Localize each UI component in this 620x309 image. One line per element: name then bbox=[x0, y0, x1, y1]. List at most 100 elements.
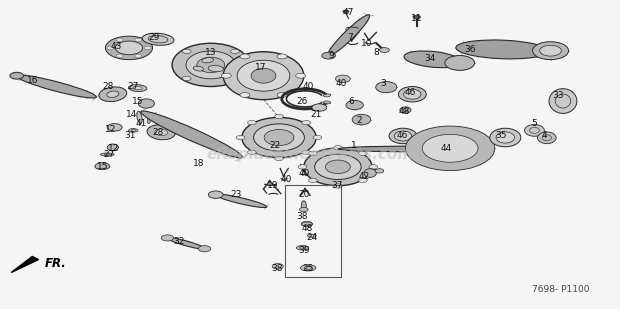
Circle shape bbox=[272, 264, 283, 269]
Text: 32: 32 bbox=[173, 236, 184, 246]
Circle shape bbox=[334, 184, 342, 188]
Text: 15: 15 bbox=[97, 162, 108, 171]
Ellipse shape bbox=[326, 160, 350, 174]
Ellipse shape bbox=[301, 201, 306, 210]
Ellipse shape bbox=[138, 99, 154, 108]
Ellipse shape bbox=[107, 144, 118, 151]
Text: 40: 40 bbox=[303, 82, 314, 91]
Circle shape bbox=[236, 135, 245, 140]
Text: FR.: FR. bbox=[45, 257, 66, 270]
Circle shape bbox=[296, 73, 306, 78]
Text: 40: 40 bbox=[298, 168, 309, 178]
Circle shape bbox=[182, 49, 191, 53]
Ellipse shape bbox=[186, 51, 236, 79]
Ellipse shape bbox=[405, 126, 495, 171]
Ellipse shape bbox=[404, 51, 461, 68]
Circle shape bbox=[309, 151, 317, 155]
Text: 38: 38 bbox=[296, 212, 308, 221]
Text: 36: 36 bbox=[464, 45, 476, 54]
Ellipse shape bbox=[147, 125, 175, 140]
Circle shape bbox=[247, 121, 256, 125]
Ellipse shape bbox=[389, 128, 417, 144]
Ellipse shape bbox=[208, 66, 223, 72]
Ellipse shape bbox=[538, 132, 556, 144]
Text: 33: 33 bbox=[552, 91, 564, 100]
Text: 25: 25 bbox=[303, 264, 314, 273]
Circle shape bbox=[117, 38, 123, 41]
Ellipse shape bbox=[308, 234, 316, 237]
Text: 15: 15 bbox=[132, 97, 143, 107]
Circle shape bbox=[107, 46, 113, 49]
Text: 5: 5 bbox=[531, 119, 538, 128]
Ellipse shape bbox=[172, 43, 249, 87]
Ellipse shape bbox=[322, 52, 335, 59]
Ellipse shape bbox=[223, 52, 304, 100]
Circle shape bbox=[135, 38, 141, 41]
Text: 14: 14 bbox=[126, 110, 138, 119]
Circle shape bbox=[358, 178, 367, 183]
Circle shape bbox=[299, 207, 308, 212]
Text: 1: 1 bbox=[351, 141, 357, 150]
Text: 27: 27 bbox=[104, 150, 115, 159]
Text: 21: 21 bbox=[311, 110, 322, 119]
Ellipse shape bbox=[324, 94, 331, 97]
Text: 19: 19 bbox=[267, 181, 278, 190]
Text: 10: 10 bbox=[361, 39, 372, 48]
Text: 6: 6 bbox=[348, 97, 355, 107]
Text: 48: 48 bbox=[399, 107, 410, 116]
Text: 16: 16 bbox=[27, 76, 38, 85]
Circle shape bbox=[335, 75, 350, 83]
Circle shape bbox=[247, 150, 256, 154]
Text: eReplacementParts.com: eReplacementParts.com bbox=[206, 147, 414, 162]
Ellipse shape bbox=[147, 117, 150, 124]
Ellipse shape bbox=[338, 146, 484, 152]
Text: 24: 24 bbox=[306, 233, 317, 243]
Text: 20: 20 bbox=[298, 190, 309, 199]
Ellipse shape bbox=[105, 36, 153, 60]
Polygon shape bbox=[11, 256, 38, 273]
Circle shape bbox=[144, 46, 151, 49]
Ellipse shape bbox=[456, 40, 549, 59]
Ellipse shape bbox=[254, 124, 304, 151]
Text: 7698- P1100: 7698- P1100 bbox=[533, 285, 590, 294]
Circle shape bbox=[182, 76, 191, 81]
Text: 4: 4 bbox=[541, 131, 547, 141]
Circle shape bbox=[221, 73, 231, 78]
Circle shape bbox=[302, 150, 311, 154]
Ellipse shape bbox=[496, 132, 515, 143]
Text: 37: 37 bbox=[331, 181, 342, 190]
Ellipse shape bbox=[137, 111, 142, 124]
Ellipse shape bbox=[400, 107, 411, 113]
Text: 46: 46 bbox=[396, 131, 407, 141]
Ellipse shape bbox=[352, 114, 371, 125]
Ellipse shape bbox=[242, 117, 316, 158]
Ellipse shape bbox=[445, 56, 474, 70]
Circle shape bbox=[240, 54, 250, 59]
Circle shape bbox=[231, 49, 239, 53]
Ellipse shape bbox=[315, 154, 361, 180]
Text: 23: 23 bbox=[230, 190, 241, 199]
Text: 28: 28 bbox=[153, 128, 164, 138]
Text: 31: 31 bbox=[125, 131, 136, 141]
Ellipse shape bbox=[304, 148, 372, 186]
Text: 41: 41 bbox=[136, 119, 147, 128]
Ellipse shape bbox=[155, 129, 167, 136]
Text: 39: 39 bbox=[298, 246, 309, 255]
Text: 9: 9 bbox=[329, 51, 335, 60]
Ellipse shape bbox=[364, 169, 376, 177]
Ellipse shape bbox=[422, 134, 478, 162]
Ellipse shape bbox=[100, 153, 114, 156]
Ellipse shape bbox=[251, 68, 276, 83]
Ellipse shape bbox=[115, 41, 143, 55]
Circle shape bbox=[135, 54, 141, 57]
Ellipse shape bbox=[202, 58, 213, 63]
Text: 8: 8 bbox=[373, 48, 379, 57]
Ellipse shape bbox=[193, 66, 203, 71]
Text: 40: 40 bbox=[335, 79, 347, 88]
Circle shape bbox=[413, 15, 420, 19]
Ellipse shape bbox=[197, 57, 224, 73]
Text: 18: 18 bbox=[193, 159, 204, 168]
Text: 38: 38 bbox=[272, 264, 283, 273]
Text: 12: 12 bbox=[108, 144, 119, 153]
Ellipse shape bbox=[394, 131, 412, 141]
